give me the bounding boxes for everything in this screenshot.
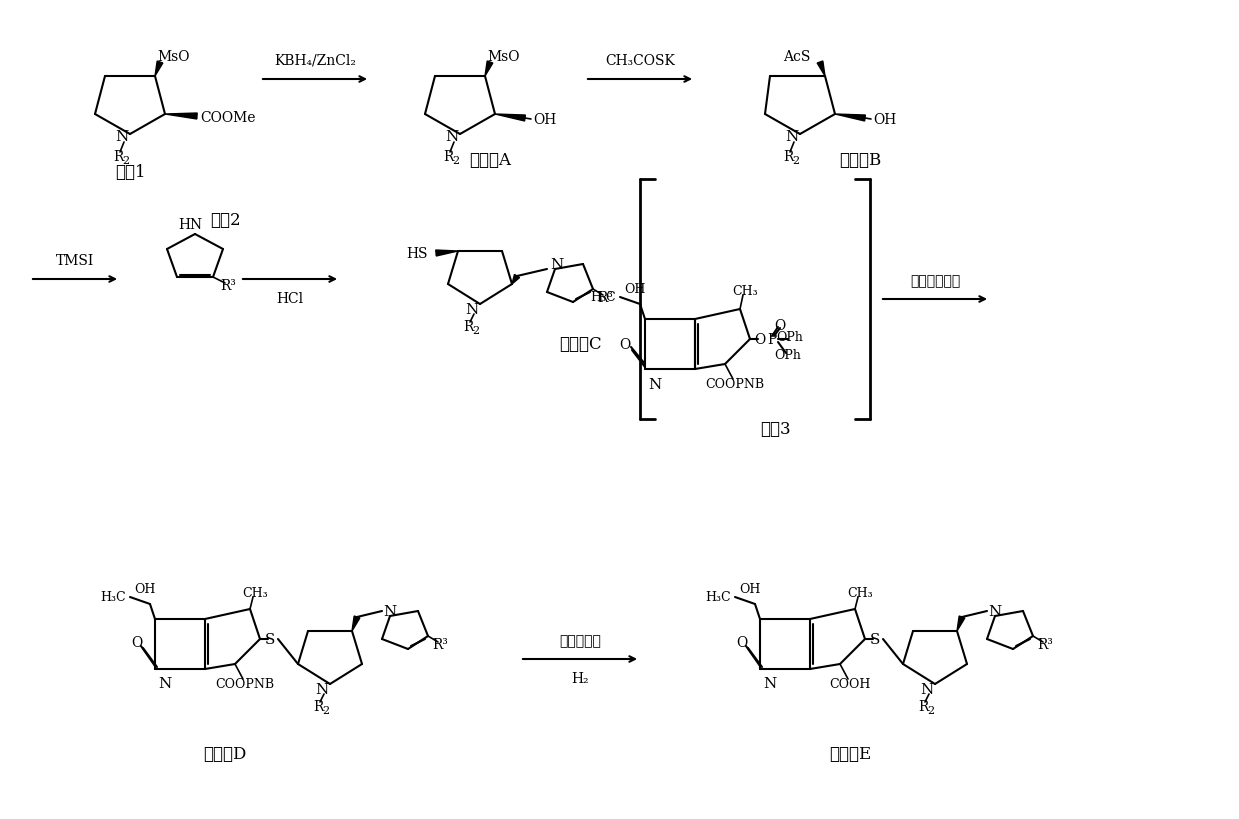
Text: S: S	[870, 632, 880, 646]
Text: OH: OH	[134, 583, 156, 595]
Text: N: N	[763, 676, 777, 690]
Text: 化合物D: 化合物D	[203, 745, 247, 762]
Polygon shape	[484, 62, 493, 77]
Text: OPh: OPh	[777, 331, 803, 344]
Text: 化合物C: 化合物C	[559, 336, 601, 353]
Polygon shape	[352, 616, 359, 631]
Polygon shape	[155, 62, 162, 77]
Text: H₃C: H₃C	[705, 590, 731, 604]
Text: 2: 2	[322, 705, 330, 715]
Text: COOH: COOH	[829, 677, 871, 690]
Text: N: N	[550, 258, 564, 272]
Text: 化合物B: 化合物B	[839, 152, 881, 168]
Text: 原料2: 原料2	[209, 211, 240, 229]
Text: N: N	[115, 130, 129, 144]
Text: R: R	[113, 150, 123, 164]
Text: R: R	[918, 699, 928, 713]
Text: OH: OH	[533, 113, 556, 127]
Text: R: R	[783, 150, 793, 164]
Text: CH₃: CH₃	[242, 586, 268, 600]
Text: H₂: H₂	[571, 672, 589, 686]
Text: N: N	[316, 682, 328, 696]
Text: 化合物E: 化合物E	[829, 745, 871, 762]
Text: O: O	[131, 636, 142, 649]
Polygon shape	[512, 275, 519, 285]
Text: 2: 2	[123, 156, 130, 165]
Text: MsO: MsO	[487, 50, 519, 64]
Polygon shape	[496, 115, 525, 122]
Text: P: P	[767, 333, 777, 346]
Text: 原料1: 原料1	[115, 165, 145, 181]
Text: N: N	[989, 604, 1001, 618]
Text: 原料3: 原料3	[760, 421, 790, 438]
Text: 2: 2	[928, 705, 934, 715]
Text: N: N	[383, 604, 396, 618]
Text: N: N	[786, 130, 799, 144]
Text: O: O	[774, 319, 786, 333]
Text: R³: R³	[432, 637, 449, 651]
Text: 2: 2	[452, 156, 460, 165]
Text: OPh: OPh	[774, 349, 802, 362]
Text: N: N	[648, 378, 662, 391]
Text: R³: R³	[1037, 637, 1053, 651]
Polygon shape	[818, 62, 825, 77]
Text: OH: OH	[873, 113, 896, 127]
Text: CH₃: CH₃	[847, 586, 872, 600]
Text: HN: HN	[178, 218, 202, 232]
Text: 二异丙基乙胺: 二异丙基乙胺	[909, 274, 960, 287]
Polygon shape	[957, 616, 965, 631]
Text: COOMe: COOMe	[199, 111, 255, 124]
Text: R: R	[442, 150, 453, 164]
Text: OH: OH	[624, 283, 646, 296]
Text: KBH₄/ZnCl₂: KBH₄/ZnCl₂	[274, 54, 356, 68]
Text: N: N	[159, 676, 172, 690]
Text: O: O	[755, 333, 766, 346]
Text: 林德拉钯炭: 林德拉钯炭	[559, 633, 601, 647]
Text: 化合物A: 化合物A	[470, 152, 510, 168]
Text: R: R	[463, 319, 473, 333]
Text: O: O	[620, 337, 631, 351]
Text: O: O	[736, 636, 747, 649]
Text: OH: OH	[740, 583, 761, 595]
Text: CH₃: CH₃	[732, 285, 758, 298]
Text: CH₃COSK: CH₃COSK	[605, 54, 675, 68]
Text: N: N	[466, 303, 478, 317]
Text: R³: R³	[597, 291, 613, 305]
Text: 2: 2	[793, 156, 799, 165]
Text: COOPNB: COOPNB	[216, 677, 275, 690]
Text: HCl: HCl	[276, 292, 304, 305]
Text: R³: R³	[221, 278, 235, 292]
Polygon shape	[436, 251, 458, 256]
Text: R: R	[312, 699, 323, 713]
Text: H₃C: H₃C	[100, 590, 125, 604]
Text: AcS: AcS	[783, 50, 810, 64]
Text: COOPNB: COOPNB	[705, 378, 764, 391]
Text: H₃C: H₃C	[590, 291, 616, 304]
Text: MsO: MsO	[157, 50, 190, 64]
Text: HS: HS	[406, 247, 427, 260]
Polygon shape	[835, 115, 865, 122]
Polygon shape	[165, 114, 197, 120]
Text: N: N	[921, 682, 934, 696]
Text: N: N	[445, 130, 458, 144]
Text: S: S	[265, 632, 275, 646]
Text: 2: 2	[472, 326, 479, 336]
Text: TMSI: TMSI	[56, 254, 94, 268]
